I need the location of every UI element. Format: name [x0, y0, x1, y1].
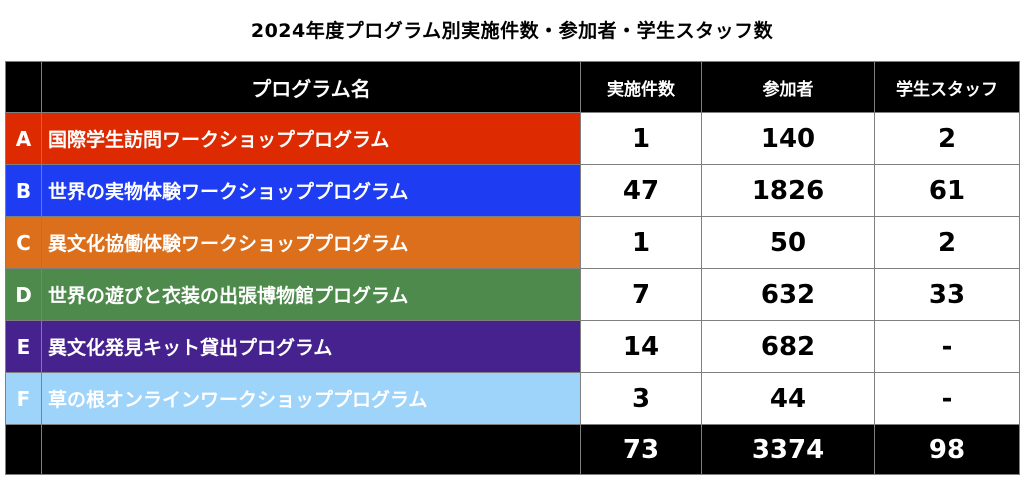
row-letter: F	[5, 372, 42, 425]
row-participants: 50	[701, 216, 875, 269]
table-row: C 異文化協働体験ワークショッププログラム 1 50 2	[5, 216, 1020, 269]
row-program-name: 世界の遊びと衣装の出張博物館プログラム	[41, 268, 581, 321]
header-row: プログラム名 実施件数 参加者 学生スタッフ	[5, 61, 1020, 113]
table-title: 2024年度プログラム別実施件数・参加者・学生スタッフ数	[250, 20, 774, 42]
program-table: プログラム名 実施件数 参加者 学生スタッフ A 国際学生訪問ワークショッププロ…	[5, 61, 1020, 475]
row-staff: -	[874, 372, 1020, 425]
row-count: 1	[580, 112, 702, 165]
table-row: F 草の根オンラインワークショッププログラム 3 44 -	[5, 372, 1020, 425]
row-program-name: 世界の実物体験ワークショッププログラム	[41, 164, 581, 217]
header-staff: 学生スタッフ	[874, 61, 1020, 113]
total-participants: 3374	[701, 424, 875, 475]
row-participants: 140	[701, 112, 875, 165]
row-count: 3	[580, 372, 702, 425]
table-row: B 世界の実物体験ワークショッププログラム 47 1826 61	[5, 164, 1020, 217]
row-letter: B	[5, 164, 42, 217]
total-blank-letter	[5, 424, 42, 475]
table-row: D 世界の遊びと衣装の出張博物館プログラム 7 632 33	[5, 268, 1020, 321]
row-letter: E	[5, 320, 42, 373]
row-count: 14	[580, 320, 702, 373]
total-staff: 98	[874, 424, 1020, 475]
row-program-name: 国際学生訪問ワークショッププログラム	[41, 112, 581, 165]
row-participants: 1826	[701, 164, 875, 217]
row-program-name: 異文化協働体験ワークショッププログラム	[41, 216, 581, 269]
header-program-name: プログラム名	[41, 61, 581, 113]
row-count: 47	[580, 164, 702, 217]
row-staff: 61	[874, 164, 1020, 217]
total-blank-name	[41, 424, 581, 475]
table-row: E 異文化発見キット貸出プログラム 14 682 -	[5, 320, 1020, 373]
row-participants: 44	[701, 372, 875, 425]
row-letter: D	[5, 268, 42, 321]
header-count: 実施件数	[580, 61, 702, 113]
row-letter: C	[5, 216, 42, 269]
row-program-name: 異文化発見キット貸出プログラム	[41, 320, 581, 373]
header-blank	[5, 61, 42, 113]
row-participants: 632	[701, 268, 875, 321]
row-count: 7	[580, 268, 702, 321]
row-staff: 2	[874, 216, 1020, 269]
row-participants: 682	[701, 320, 875, 373]
header-participants: 参加者	[701, 61, 875, 113]
total-count: 73	[580, 424, 702, 475]
total-row: 73 3374 98	[5, 424, 1020, 475]
row-staff: 2	[874, 112, 1020, 165]
row-program-name: 草の根オンラインワークショッププログラム	[41, 372, 581, 425]
row-letter: A	[5, 112, 42, 165]
table-row: A 国際学生訪問ワークショッププログラム 1 140 2	[5, 112, 1020, 165]
row-count: 1	[580, 216, 702, 269]
row-staff: 33	[874, 268, 1020, 321]
row-staff: -	[874, 320, 1020, 373]
